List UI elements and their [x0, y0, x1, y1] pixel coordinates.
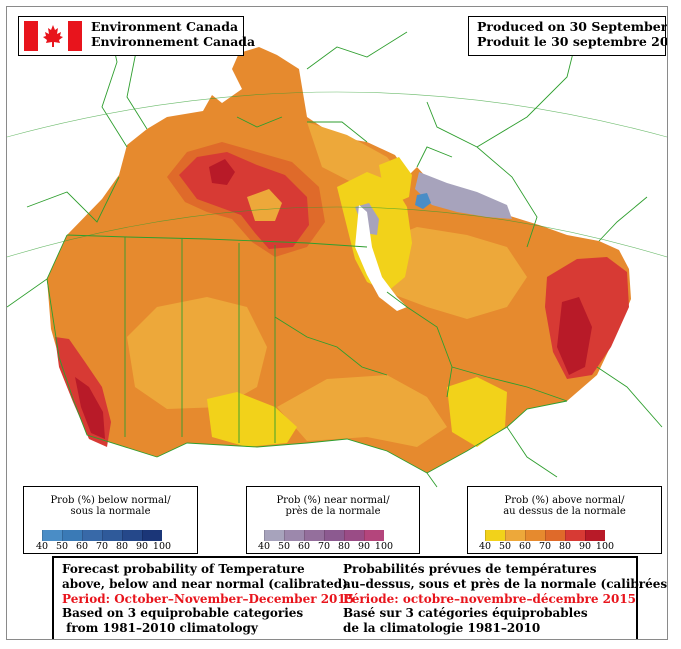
region-above-90-arctic [209, 159, 235, 185]
legend-below-swatch [142, 530, 162, 541]
legend-near-swatch [344, 530, 364, 541]
legend-near-swatch [324, 530, 344, 541]
forecast-info-box: Forecast probability of Temperature abov… [52, 556, 667, 639]
legend-near-tick-label: 40 [257, 541, 271, 552]
region-above-50-prairie [127, 297, 267, 409]
map-frame: Environment Canada Environnement Canada … [6, 6, 668, 640]
region-above-90-east [557, 297, 592, 375]
region-near-40-baffin [415, 172, 512, 219]
legend-near-tick-label: 80 [337, 541, 351, 552]
info-english: Forecast probability of Temperature abov… [62, 562, 354, 636]
legend-above-tick-label: 80 [558, 541, 572, 552]
produced-date-fr: Produit le 30 septembre 2015 [477, 34, 668, 49]
legend-below-tick-label: 80 [115, 541, 129, 552]
region-above-50-south [277, 375, 447, 447]
legend-above-tick-label: 100 [595, 541, 615, 552]
info-en-period: Period: October–November–December 2015 [62, 591, 355, 606]
legend-above-normal: Prob (%) above normal/ au dessus de la n… [467, 486, 662, 554]
legend-above-swatch [545, 530, 565, 541]
legend-near-normal: Prob (%) near normal/ près de la normale… [246, 486, 420, 554]
legend-above-tick-label: 40 [478, 541, 492, 552]
info-en-line2: above, below and near normal (calibrated… [62, 576, 348, 591]
hudson-bay-white [355, 205, 407, 311]
environment-canada-logo-box: Environment Canada Environnement Canada [18, 16, 255, 56]
forecast-map [7, 7, 667, 639]
legend-below-tick-label: 40 [35, 541, 49, 552]
legend-near-tick-label: 60 [297, 541, 311, 552]
info-fr-line2: au–dessus, sous et près de la normale (c… [343, 576, 668, 591]
region-near-normal-hole [247, 189, 282, 221]
legend-above-tick-label: 70 [538, 541, 552, 552]
graticule [7, 91, 667, 258]
legend-above-swatch [565, 530, 585, 541]
legend-near-swatch [364, 530, 384, 541]
legend-below-tick-label: 60 [75, 541, 89, 552]
legend-below-title-fr: sous la normale [70, 506, 151, 517]
produced-date-en: Produced on 30 September 2015 [477, 19, 668, 34]
legend-below-tick-label: 50 [55, 541, 69, 552]
legend-below-swatch [82, 530, 102, 541]
organization-name-fr: Environnement Canada [91, 34, 256, 49]
info-en-line1: Forecast probability of Temperature [62, 562, 305, 576]
info-fr-period: Période: octobre–novembre–décembre 2015 [343, 591, 637, 606]
legend-above-swatch [505, 530, 525, 541]
legend-near-title-fr: près de la normale [285, 506, 381, 517]
legend-below-swatch [102, 530, 122, 541]
legend-below-title-en: Prob (%) below normal/ [50, 495, 171, 506]
legend-near-tick-label: 100 [374, 541, 394, 552]
legend-above-swatch [485, 530, 505, 541]
info-en-line5: from 1981–2010 climatology [62, 621, 258, 636]
legend-above-title-en: Prob (%) above normal/ [504, 495, 625, 506]
legend-above-tick-label: 50 [498, 541, 512, 552]
legend-near-swatch [304, 530, 324, 541]
region-above-40-prairie [207, 392, 297, 447]
info-french: Probabilités prévues de températures au–… [343, 562, 668, 636]
canada-flag-icon [24, 21, 82, 51]
region-above-40-east [447, 377, 507, 447]
info-fr-line4: Basé sur 3 catégories équiprobables [343, 606, 588, 621]
region-above-90-bc [75, 377, 105, 439]
legend-near-swatch [264, 530, 284, 541]
legend-near-tick-label: 50 [277, 541, 291, 552]
legend-above-tick-label: 60 [518, 541, 532, 552]
region-below-40 [415, 193, 431, 209]
legend-near-tick-label: 90 [357, 541, 371, 552]
info-fr-line5: de la climatologie 1981–2010 [343, 621, 541, 636]
legend-near-color-bar [264, 530, 384, 541]
legend-above-tick-label: 90 [578, 541, 592, 552]
info-fr-line1: Probabilités prévues de températures [343, 562, 597, 576]
region-above-40-labrador [379, 157, 412, 203]
legend-above-ticks: 40 50 60 70 80 90 100 [479, 541, 614, 553]
legend-above-color-bar [485, 530, 605, 541]
legend-near-tick-label: 70 [317, 541, 331, 552]
legend-near-title-en: Prob (%) near normal/ [276, 495, 390, 506]
legend-below-normal: Prob (%) below normal/ sous la normale 4… [23, 486, 198, 554]
info-en-line4: Based on 3 equiprobable categories [62, 606, 304, 621]
legend-below-swatch [62, 530, 82, 541]
organization-name: Environment Canada Environnement Canada [91, 19, 255, 49]
production-date-box: Produced on 30 September 2015 Produit le… [468, 16, 668, 56]
boundary-lines [7, 16, 663, 488]
legend-near-ticks: 40 50 60 70 80 90 100 [258, 541, 393, 553]
legend-below-swatch [42, 530, 62, 541]
legend-below-ticks: 40 50 60 70 80 90 100 [36, 541, 171, 553]
organization-name-en: Environment Canada [91, 19, 239, 34]
legend-above-swatch [585, 530, 605, 541]
legend-below-swatch [122, 530, 142, 541]
legend-near-swatch [284, 530, 304, 541]
legend-above-swatch [525, 530, 545, 541]
legend-below-tick-label: 100 [152, 541, 172, 552]
legend-below-color-bar [42, 530, 162, 541]
legend-below-tick-label: 70 [95, 541, 109, 552]
legend-above-title-fr: au dessus de la normale [503, 506, 626, 517]
legend-below-tick-label: 90 [135, 541, 149, 552]
